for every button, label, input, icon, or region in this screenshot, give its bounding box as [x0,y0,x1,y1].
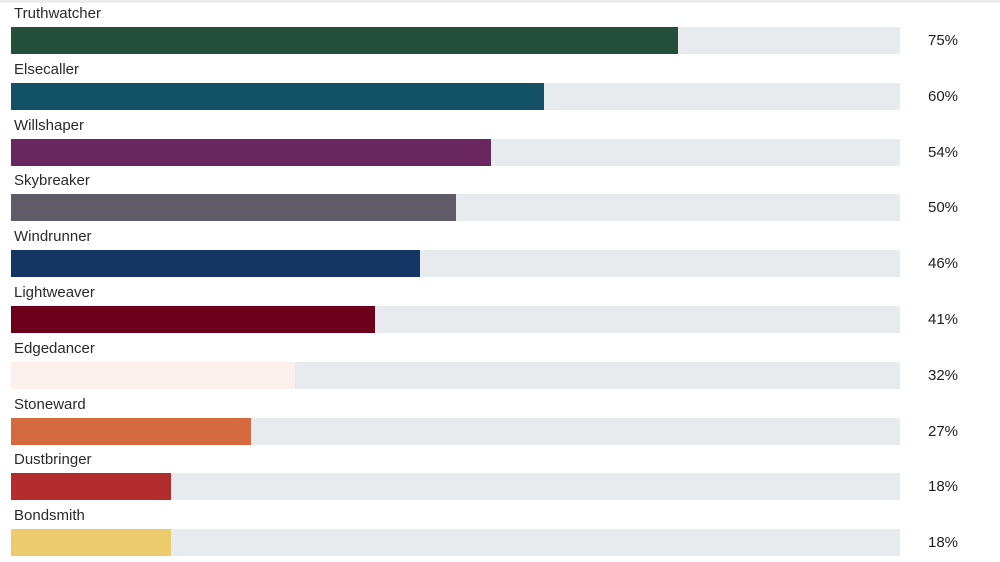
bar-fill [11,250,420,278]
bar-label: Skybreaker [14,172,90,190]
bar-value-label: 50% [928,199,959,217]
bar-track [11,361,900,389]
bar-row: Willshaper 54% [0,117,1000,172]
bar-row: Skybreaker 50% [0,172,1000,227]
bar-fill [11,417,252,445]
bar-track [11,138,900,166]
bar-track [11,250,900,278]
bar-value-label: 18% [928,478,959,496]
bar-fill [11,194,456,222]
bar-fill [11,27,678,54]
bar-fill [11,361,296,389]
bar-label: Bondsmith [14,507,85,525]
bar-label: Edgedancer [14,339,95,357]
bar-value-label: 41% [928,311,959,328]
bar-value-label: 75% [928,32,959,49]
bar-fill [11,473,172,501]
bar-track [11,529,900,557]
bar-row: Windrunner 46% [0,228,1000,283]
bar-row: Dustbringer 18% [0,451,1000,506]
bar-fill [11,82,545,110]
bar-row: Bondsmith 18% [0,507,1000,562]
bar-value-label: 46% [928,255,959,273]
bar-track [11,82,900,110]
bar-row: Edgedancer 32% [0,340,1000,395]
bar-track [11,306,900,333]
top-divider [0,0,1000,3]
bar-value-label: 18% [928,534,959,552]
bar-label: Elsecaller [14,60,80,78]
bar-label: Willshaper [14,116,85,134]
bar-fill [11,138,492,166]
bar-label: Dustbringer [14,451,92,469]
bar-value-label: 32% [928,366,959,384]
bar-label: Truthwatcher [14,5,101,22]
bar-label: Lightweaver [14,284,95,301]
bar-value-label: 27% [928,422,959,440]
bar-value-label: 60% [928,87,959,105]
bar-fill [11,306,376,333]
bar-track [11,27,900,54]
bar-row: Elsecaller 60% [0,61,1000,116]
bar-row: Lightweaver 41% [0,284,1000,339]
bar-label: Windrunner [14,228,92,246]
bar-track [11,417,900,445]
bar-label: Stoneward [14,395,86,413]
bar-row: Truthwatcher 75% [0,5,1000,60]
bar-fill [11,529,172,557]
bar-value-label: 54% [928,143,959,161]
bar-track [11,473,900,501]
bar-row: Stoneward 27% [0,396,1000,451]
bar-track [11,194,900,222]
